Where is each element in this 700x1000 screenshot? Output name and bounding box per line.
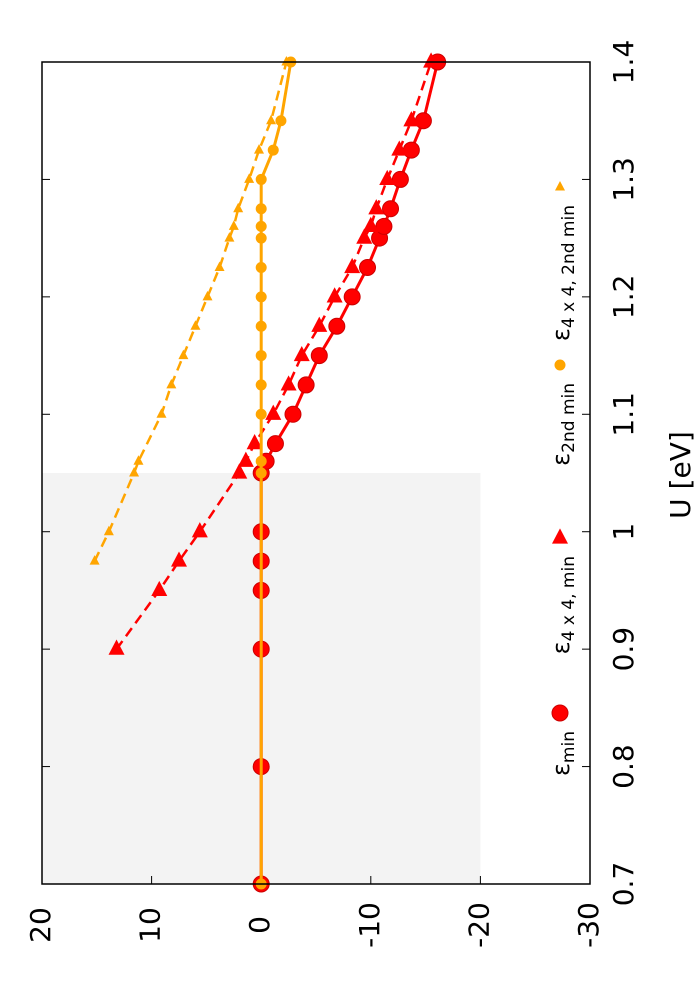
x-axis-label: U [eV] (664, 431, 697, 519)
point (246, 434, 263, 450)
point (391, 170, 409, 188)
x-tick-label: 0.8 (607, 744, 640, 789)
point (266, 114, 277, 125)
legend-marker (555, 181, 565, 191)
point (237, 451, 254, 467)
plot-frame (41, 61, 591, 885)
y-tick-label: 0 (243, 916, 276, 934)
point (171, 551, 187, 567)
point (356, 228, 373, 244)
legend-marker (551, 704, 569, 722)
point (255, 262, 267, 273)
point (267, 144, 279, 156)
point (368, 199, 385, 215)
point (103, 525, 114, 536)
point (255, 203, 267, 215)
point (254, 144, 265, 154)
point (280, 375, 297, 391)
point (328, 317, 346, 335)
point (379, 169, 396, 186)
point (255, 408, 267, 420)
point (281, 56, 292, 66)
point (255, 467, 267, 479)
point (231, 463, 248, 479)
point (133, 455, 144, 465)
point (326, 287, 343, 303)
point (255, 291, 267, 303)
legend-label: ε2nd min (547, 383, 579, 466)
point (284, 405, 302, 423)
y-tick-label: -30 (572, 902, 605, 948)
x-tick-label: 1.4 (607, 40, 640, 85)
point (297, 376, 315, 394)
legend-label: ε4 x 4, 2nd min (547, 205, 579, 341)
point (375, 217, 393, 235)
x-tick-label: 1.1 (607, 392, 640, 437)
point (178, 349, 189, 360)
point (265, 404, 282, 420)
point (293, 345, 310, 362)
point (228, 220, 239, 230)
point (310, 347, 328, 365)
point (275, 115, 287, 127)
legend-label: εmin (547, 731, 579, 776)
point (362, 216, 379, 232)
rotated-plot: U [eV] 0.7 0.8 0.9 1 1.1 1.2 1.3 1.4 20 10 0 -10 -20… (24, 40, 697, 948)
point (255, 220, 267, 232)
point (359, 259, 377, 276)
point (255, 455, 267, 467)
point (224, 232, 235, 242)
point (156, 408, 167, 418)
legend-marker (554, 359, 566, 371)
point (255, 320, 267, 332)
y-tick-label: -10 (353, 902, 386, 948)
point (191, 522, 208, 538)
point (129, 467, 140, 477)
point (255, 232, 267, 244)
point (166, 378, 177, 389)
point (255, 350, 267, 362)
point (255, 173, 267, 185)
x-tick-label: 1 (607, 523, 640, 541)
series-line (93, 62, 288, 562)
x-tick-label: 1.3 (607, 157, 640, 202)
point (423, 52, 440, 68)
point (190, 320, 201, 330)
point (202, 290, 213, 301)
series-line (259, 62, 293, 884)
point (344, 257, 361, 274)
y-tick-label: 10 (134, 907, 167, 943)
point (151, 580, 168, 597)
point (266, 435, 284, 453)
y-tick-label: 20 (24, 907, 57, 943)
y-tick-label: -20 (462, 902, 495, 948)
x-tick-label: 0.9 (607, 627, 640, 672)
x-tick-label: 0.7 (607, 862, 640, 907)
point (214, 261, 225, 271)
point (403, 111, 420, 127)
point (382, 200, 400, 218)
legend-label: ε4 x 4, min (547, 556, 579, 654)
point (311, 316, 328, 332)
point (391, 140, 408, 156)
point (244, 173, 255, 183)
point (233, 202, 244, 213)
point (89, 555, 100, 565)
x-tick-label: 1.2 (607, 275, 640, 320)
legend-marker (552, 528, 568, 544)
point (343, 288, 361, 306)
point (255, 379, 267, 391)
point (108, 639, 125, 655)
